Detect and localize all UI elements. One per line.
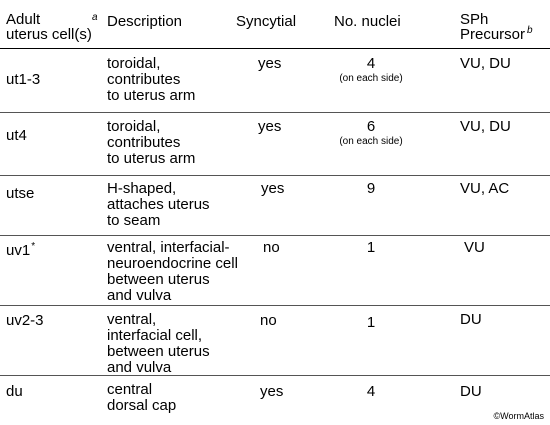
row-utse-cell: utse (6, 185, 35, 202)
row-du-precursor: DU (460, 383, 482, 400)
row-ut1-3-cell: ut1-3 (6, 71, 41, 88)
header-no-nuclei: No. nuclei (334, 13, 401, 30)
header-syncytial: Syncytial (236, 13, 297, 30)
desc-line: between uterus (107, 343, 210, 360)
row-ut4-precursor: VU, DU (460, 118, 511, 135)
desc-line: central (107, 381, 153, 398)
row-ut1-3-syncytial: yes (258, 55, 282, 72)
nuclei-count: 9 (366, 180, 376, 197)
row-uv1-cell: uv1* (6, 241, 36, 261)
row-ut4-nuclei: 6 (on each side) (316, 119, 426, 148)
desc-line: and vulva (107, 359, 172, 376)
row-utse-syncytial: yes (261, 180, 285, 197)
desc-line: contributes (107, 71, 181, 88)
row-divider (0, 305, 550, 306)
row-uv2-3-nuclei: 1 (316, 315, 426, 331)
row-uv2-3-description: ventral, interfacial cell, between uteru… (107, 312, 210, 376)
desc-line: and vulva (107, 287, 172, 304)
header-sph-line2: Precursor (460, 26, 526, 43)
header-note-a: a (92, 10, 98, 26)
row-du-cell: du (6, 383, 23, 400)
row-divider (0, 375, 550, 376)
desc-line: to uterus arm (107, 150, 196, 167)
row-ut4-syncytial: yes (258, 118, 282, 135)
row-utse-precursor: VU, AC (460, 180, 510, 197)
row-divider (0, 235, 550, 236)
row-divider (0, 175, 550, 176)
row-ut4-description: toroidal, contributes to uterus arm (107, 119, 195, 167)
desc-line: ventral, (107, 311, 157, 328)
row-uv1-nuclei: 1 (316, 240, 426, 256)
row-divider (0, 112, 550, 113)
row-ut1-3-precursor: VU, DU (460, 55, 511, 72)
row-ut1-3-description: toroidal, contributes to uterus arm (107, 56, 195, 104)
header-description: Description (107, 13, 183, 30)
copyright-notice: ©WormAtlas (493, 411, 544, 421)
row-utse-nuclei: 9 (316, 181, 426, 197)
cell-name: uv1 (6, 242, 31, 259)
nuclei-note: (on each side) (339, 73, 403, 84)
desc-line: attaches uterus (107, 196, 210, 213)
row-uv2-3-precursor: DU (460, 311, 482, 328)
nuclei-count: 4 (366, 383, 376, 400)
row-uv1-precursor: VU (464, 239, 485, 256)
row-utse-description: H-shaped, attaches uterus to seam (107, 181, 210, 229)
desc-line: dorsal cap (107, 397, 177, 414)
row-ut1-3-nuclei: 4 (on each side) (316, 56, 426, 85)
nuclei-count: 4 (366, 55, 376, 72)
row-du-description: central dorsal cap (107, 382, 176, 414)
header-sph-precursor: SPh Precursor b (460, 12, 533, 44)
row-uv2-3-cell: uv2-3 (6, 312, 44, 329)
desc-line: toroidal, (107, 55, 161, 72)
nuclei-count: 6 (366, 118, 376, 135)
desc-line: toroidal, (107, 118, 161, 135)
nuclei-count: 1 (366, 239, 376, 256)
row-du-nuclei: 4 (316, 384, 426, 400)
desc-line: contributes (107, 134, 181, 151)
desc-line: ventral, interfacial- (107, 239, 230, 256)
header-sph-note: b (527, 25, 533, 36)
header-sph-line1: SPh (460, 11, 489, 28)
desc-line: to uterus arm (107, 87, 196, 104)
nuclei-note: (on each side) (339, 136, 403, 147)
row-ut4-cell: ut4 (6, 127, 27, 144)
nuclei-count: 1 (366, 314, 376, 331)
asterisk-mark: * (31, 241, 36, 252)
header-adult-uterus-cells: Adult uterus cell(s) (6, 12, 92, 42)
desc-line: interfacial cell, (107, 327, 203, 344)
header-cell-note: a (92, 12, 98, 23)
header-cell-line2: uterus cell(s) (6, 26, 92, 43)
desc-line: between uterus (107, 271, 210, 288)
header-cell-line1: Adult (6, 11, 41, 28)
row-uv1-description: ventral, interfacial- neuroendocrine cel… (107, 240, 238, 304)
desc-line: neuroendocrine cell (107, 255, 238, 272)
desc-line: to seam (107, 212, 161, 229)
row-uv2-3-syncytial: no (260, 312, 277, 329)
row-uv1-syncytial: no (263, 239, 280, 256)
desc-line: H-shaped, (107, 180, 177, 197)
row-du-syncytial: yes (260, 383, 284, 400)
header-bottom-rule (0, 48, 550, 49)
